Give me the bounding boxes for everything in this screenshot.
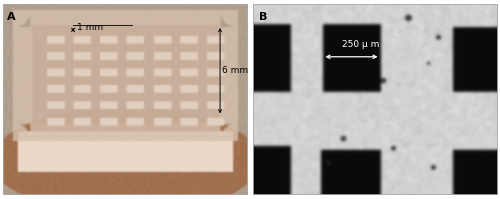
Text: 6 mm: 6 mm [222, 66, 248, 75]
Text: B: B [258, 12, 267, 22]
Text: A: A [8, 12, 16, 22]
Text: 1 mm: 1 mm [77, 23, 103, 32]
Text: 250 μ m: 250 μ m [342, 40, 379, 49]
